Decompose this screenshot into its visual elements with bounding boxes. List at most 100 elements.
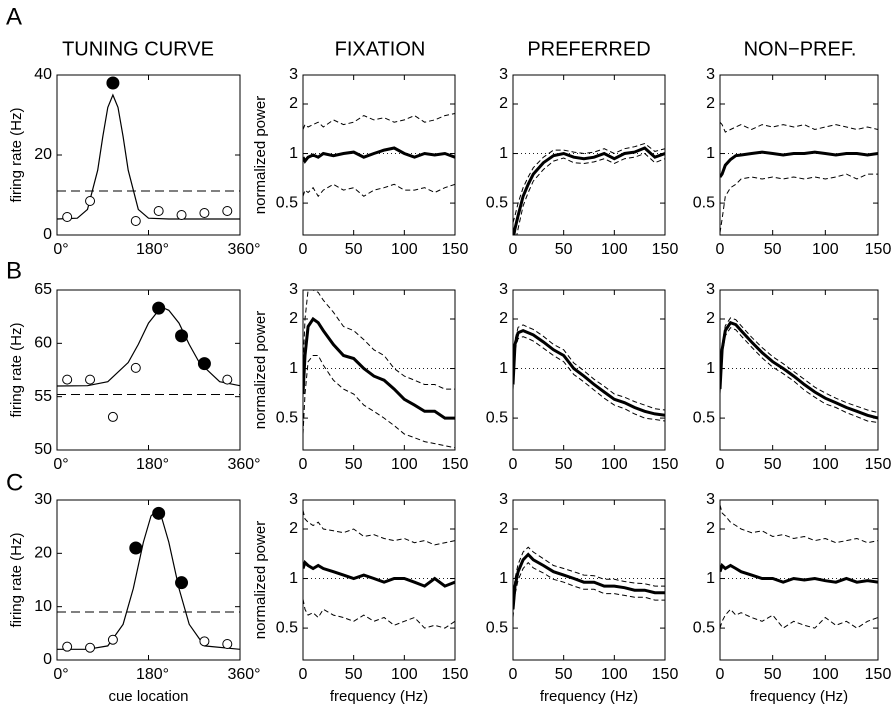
- y-tick-label: 1: [499, 360, 508, 377]
- y-tick-label: 0.5: [276, 619, 298, 636]
- mean-line: [720, 150, 878, 178]
- y-tick-label: 2: [499, 95, 508, 112]
- x-tick-label: 150: [442, 666, 469, 683]
- mean-line: [720, 320, 878, 420]
- filled-point: [152, 301, 166, 315]
- confidence-line: [513, 336, 665, 422]
- y-tick-label: 0.5: [486, 194, 508, 211]
- y-axis-label: firing rate (Hz): [8, 532, 25, 627]
- y-tick-label: 3: [706, 281, 715, 298]
- axes-frame: [302, 74, 456, 236]
- x-tick-label: 50: [764, 241, 782, 258]
- y-tick-label: 1: [289, 145, 298, 162]
- x-tick-label: 100: [391, 456, 418, 473]
- x-tick-label: 150: [652, 241, 679, 258]
- axes-frame: [56, 289, 241, 451]
- x-tick-label: 0°: [53, 456, 68, 473]
- confidence-line: [303, 183, 455, 198]
- confidence-line: [720, 608, 878, 629]
- x-tick-label: 100: [601, 456, 628, 473]
- mean-line: [513, 146, 665, 235]
- plot-area: [303, 290, 455, 449]
- x-tick-label: 180°: [136, 456, 169, 473]
- x-tick-label: 100: [391, 241, 418, 258]
- y-tick-label: 0.5: [693, 194, 715, 211]
- axes-frame: [512, 74, 666, 236]
- x-tick-label: 150: [442, 241, 469, 258]
- confidence-line: [720, 173, 878, 233]
- x-tick-label: 0: [299, 666, 308, 683]
- open-point: [199, 208, 210, 218]
- open-point: [107, 634, 118, 645]
- plot-area: [513, 324, 665, 422]
- y-tick-label: 2: [706, 520, 715, 537]
- y-tick-label: 1: [289, 570, 298, 587]
- x-tick-label: 0: [716, 241, 725, 258]
- open-point: [85, 196, 96, 206]
- fit-curve: [57, 307, 240, 387]
- y-tick-label: 2: [499, 520, 508, 537]
- y-tick-label: 2: [289, 310, 298, 327]
- x-tick-label: 50: [555, 241, 573, 258]
- y-tick-label: 3: [289, 281, 298, 298]
- x-tick-label: 0: [509, 241, 518, 258]
- y-tick-label: 50: [34, 441, 52, 458]
- plot-area: [513, 142, 665, 235]
- x-tick-label: 100: [391, 666, 418, 683]
- y-tick-label: 2: [499, 310, 508, 327]
- column-title: FIXATION: [335, 38, 426, 60]
- confidence-line: [720, 327, 878, 423]
- open-point: [176, 210, 187, 220]
- x-tick-label: 150: [865, 241, 892, 258]
- fit-curve: [57, 509, 240, 650]
- x-axis-label: frequency (Hz): [330, 688, 428, 705]
- x-tick-label: 100: [812, 666, 839, 683]
- x-tick-label: 0: [716, 666, 725, 683]
- open-point: [85, 374, 96, 385]
- x-tick-label: 50: [345, 456, 363, 473]
- plot-area: [57, 93, 240, 220]
- y-tick-label: 3: [289, 491, 298, 508]
- x-tick-label: 150: [865, 456, 892, 473]
- y-tick-label: 1: [706, 145, 715, 162]
- y-tick-label: 30: [34, 491, 52, 508]
- column-title: PREFERRED: [527, 38, 650, 60]
- plot-area: [57, 307, 240, 396]
- x-tick-label: 50: [345, 666, 363, 683]
- axes-frame: [302, 289, 456, 451]
- confidence-line: [720, 121, 878, 133]
- y-tick-label: 3: [499, 66, 508, 83]
- y-tick-label: 1: [706, 570, 715, 587]
- plot-area: [720, 121, 878, 233]
- filled-point: [152, 506, 166, 520]
- open-point: [153, 206, 164, 216]
- y-tick-label: 0.5: [693, 409, 715, 426]
- filled-point: [106, 76, 120, 90]
- panel-label: A: [6, 3, 22, 30]
- y-tick-label: 2: [706, 95, 715, 112]
- x-tick-label: 100: [601, 666, 628, 683]
- mean-line: [303, 559, 455, 588]
- y-axis-label: firing rate (Hz): [8, 322, 25, 417]
- x-tick-label: 360°: [227, 456, 260, 473]
- open-point: [85, 642, 96, 653]
- mean-line: [303, 316, 455, 420]
- mean-line: [720, 562, 878, 584]
- y-tick-label: 1: [499, 145, 508, 162]
- y-axis-label: normalized power: [252, 311, 269, 429]
- y-tick-label: 0.5: [693, 619, 715, 636]
- axes-frame: [302, 499, 456, 661]
- y-tick-label: 0.5: [276, 194, 298, 211]
- y-tick-label: 3: [706, 66, 715, 83]
- y-axis-label: normalized power: [252, 521, 269, 639]
- panel-label: B: [6, 257, 22, 284]
- confidence-line: [513, 561, 665, 618]
- filled-point: [175, 329, 189, 343]
- y-tick-label: 1: [706, 360, 715, 377]
- open-point: [199, 636, 210, 647]
- x-tick-label: 50: [345, 241, 363, 258]
- y-tick-label: 0.5: [486, 619, 508, 636]
- y-tick-label: 2: [289, 95, 298, 112]
- confidence-line: [303, 510, 455, 546]
